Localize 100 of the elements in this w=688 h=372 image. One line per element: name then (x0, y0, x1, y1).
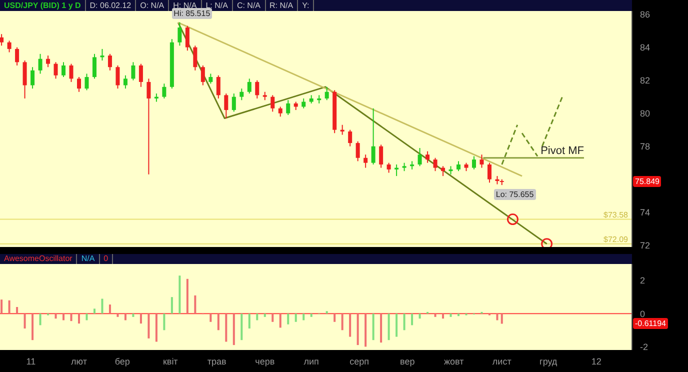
candlestick (15, 46, 20, 66)
text: H: N/A (169, 0, 202, 11)
bar (364, 314, 367, 347)
bar (86, 314, 88, 320)
candlestick (69, 63, 74, 82)
candlestick (418, 147, 422, 167)
bar (54, 314, 57, 319)
y-tick-label: -2 (640, 342, 648, 352)
candlestick (185, 25, 190, 52)
bar (310, 314, 312, 317)
bar (108, 304, 111, 314)
text: -0.61194 (633, 318, 668, 329)
bar (225, 314, 228, 342)
x-tick-label: 11 (26, 356, 36, 366)
bar (62, 314, 65, 320)
ref-line-label: $72.09 (604, 234, 629, 244)
y-tick-label: 80 (640, 108, 650, 119)
bar (287, 314, 290, 324)
candlestick (247, 78, 252, 94)
annotation: Hi: 85.515 (172, 8, 212, 20)
candlestick (108, 53, 112, 71)
candlestick (7, 40, 12, 53)
x-tick-label: трав (207, 356, 227, 366)
bar (8, 300, 10, 314)
bar (93, 308, 96, 314)
candlestick (30, 66, 35, 90)
text: R: N/A (266, 0, 298, 11)
bar (178, 276, 181, 314)
bar (256, 314, 258, 320)
text: 0 (100, 254, 114, 264)
ref-line-label: $73.58 (604, 210, 629, 220)
bar (194, 295, 196, 314)
x-tick-label: жовт (444, 356, 464, 366)
candlestick (270, 94, 275, 112)
x-tick-label: груд (540, 356, 558, 366)
candlestick (480, 154, 484, 168)
candlestick (0, 34, 4, 46)
y-tick-label: 0 (640, 308, 646, 319)
bar (372, 314, 374, 340)
text: D: 06.02.12 (86, 0, 136, 11)
candlestick (394, 164, 399, 177)
candlestick (324, 86, 329, 101)
candlestick (38, 53, 42, 74)
bar (272, 314, 274, 322)
candlestick (487, 162, 492, 184)
y-tick-label: 74 (640, 208, 650, 218)
candlestick (62, 62, 66, 78)
x-tick-label: квіт (162, 356, 178, 366)
candlestick (255, 80, 260, 99)
bar (411, 314, 414, 326)
x-tick-label: вер (400, 356, 415, 366)
candlestick (426, 150, 430, 164)
text: N/A (77, 254, 100, 264)
y-tick-label: 86 (640, 9, 650, 20)
candlestick (116, 64, 120, 90)
bar (496, 314, 498, 320)
bar (148, 314, 150, 338)
bar (210, 314, 212, 322)
candlestick (162, 83, 166, 99)
bar (294, 314, 297, 322)
bar (458, 314, 460, 316)
candlestick (286, 100, 290, 116)
bar (101, 298, 104, 314)
annotation: Lo: 75.655 (494, 189, 536, 200)
candlestick (302, 98, 306, 109)
bar (388, 314, 390, 340)
candlestick (84, 73, 89, 91)
candlestick (232, 93, 236, 112)
y-tick-label: 78 (640, 142, 650, 152)
bar (116, 314, 119, 317)
bar (450, 314, 452, 317)
bar (396, 314, 398, 337)
y-tick-label: 84 (640, 42, 650, 53)
text: 75.849 (633, 176, 662, 187)
candlestick (472, 156, 476, 170)
candlestick (441, 166, 446, 177)
x-tick-label: черв (255, 356, 275, 366)
candlestick (146, 78, 151, 175)
x-tick-label: лист (492, 356, 512, 366)
bar (32, 314, 34, 340)
bar (403, 314, 406, 330)
bar (240, 314, 243, 340)
bar (279, 314, 282, 328)
candlestick (371, 108, 376, 165)
candlestick (340, 124, 344, 136)
bar (16, 307, 18, 314)
bar (302, 314, 305, 320)
chart-title: AwesomeOscillator (0, 254, 78, 264)
x-tick-label: лип (304, 356, 320, 366)
bar (140, 314, 142, 324)
candlestick (456, 160, 461, 172)
candlestick (54, 62, 58, 80)
bar (124, 314, 126, 320)
candlestick (46, 55, 50, 68)
bar (356, 314, 359, 346)
candlestick (224, 93, 228, 119)
x-tick-label: бер (114, 356, 130, 366)
candlestick (131, 62, 136, 81)
candlestick (77, 76, 81, 92)
chart-title: USD/JPY (BID) 1 y D (0, 0, 86, 11)
